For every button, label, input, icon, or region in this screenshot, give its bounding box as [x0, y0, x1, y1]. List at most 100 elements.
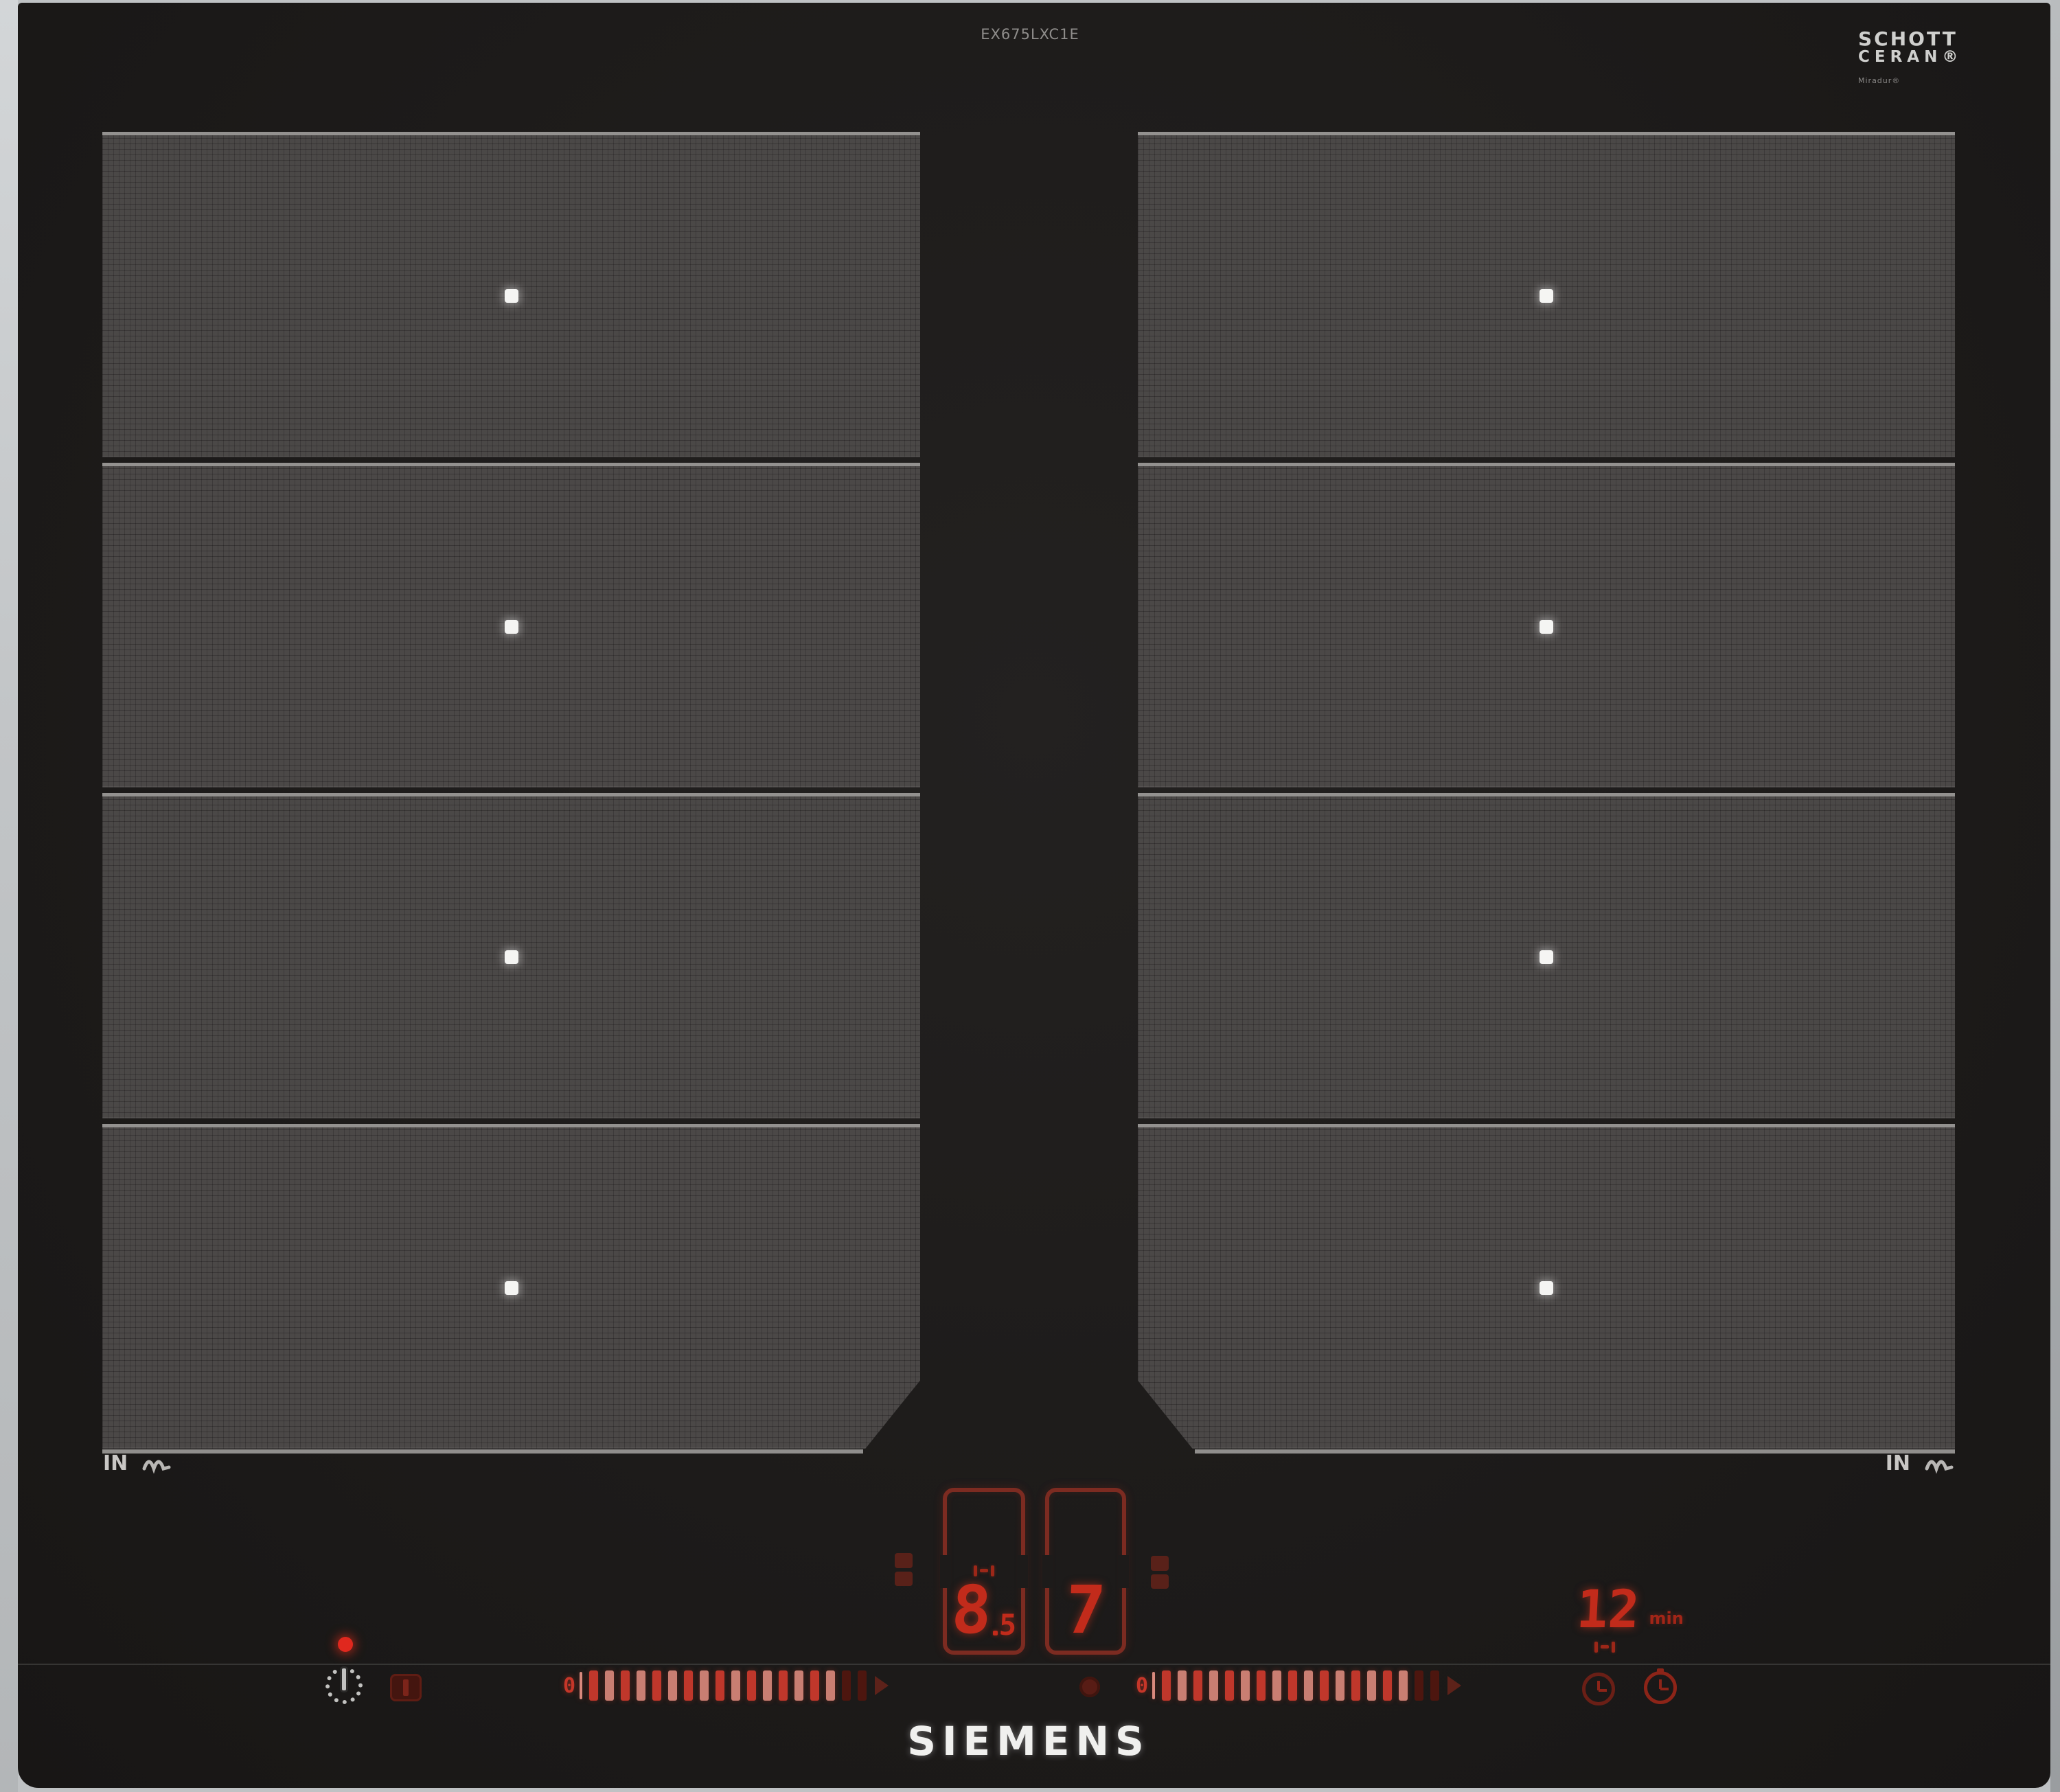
interval-range-icon	[1594, 1641, 1684, 1653]
pan-center-dot	[504, 950, 518, 965]
slider-tick[interactable]	[826, 1670, 836, 1701]
slider-tick[interactable]	[1367, 1670, 1377, 1701]
slider-tick[interactable]	[1193, 1670, 1203, 1701]
slider-start-tick[interactable]	[580, 1672, 583, 1699]
zone-link-indicator-left	[895, 1553, 913, 1586]
zone-segment	[102, 462, 920, 788]
pan-center-dot	[1540, 289, 1553, 303]
zone-segment	[1138, 1123, 1955, 1449]
slider-tick[interactable]	[605, 1670, 615, 1701]
frame-notch	[940, 1554, 951, 1588]
frame-notch	[1118, 1554, 1129, 1588]
slider-tick[interactable]	[637, 1670, 646, 1701]
slider-tick[interactable]	[1288, 1670, 1298, 1701]
slider-tick[interactable]	[779, 1670, 788, 1701]
left-zone-display[interactable]: 8 5	[940, 1488, 1028, 1655]
slider-tick[interactable]	[621, 1670, 630, 1701]
timer-display: 12 min	[1575, 1578, 1684, 1653]
schott-logo-line1: SCHOTT	[1858, 27, 1958, 50]
wipe-protection-icon[interactable]	[390, 1674, 422, 1701]
left-power-level: 8	[950, 1571, 994, 1649]
slider-tick[interactable]	[684, 1670, 694, 1701]
cooking-zone-right	[1138, 132, 1955, 1454]
slider-tick[interactable]	[1178, 1670, 1187, 1701]
cooking-zone-left	[102, 132, 920, 1454]
flex-zone-key-icon[interactable]	[1079, 1677, 1100, 1697]
cooking-timer-icon[interactable]	[1644, 1668, 1677, 1704]
slider-tick[interactable]	[668, 1670, 678, 1701]
slider-tick[interactable]	[1257, 1670, 1266, 1701]
slider-tick[interactable]	[589, 1670, 599, 1701]
slider-tick[interactable]	[1351, 1670, 1361, 1701]
induction-mark-right: IN	[1886, 1451, 1957, 1475]
pan-center-dot	[1540, 1280, 1553, 1295]
interval-range-icon	[974, 1565, 994, 1576]
zone-segment	[1138, 793, 1955, 1118]
slider-tick[interactable]	[700, 1670, 709, 1701]
slider-tick[interactable]	[1241, 1670, 1250, 1701]
pan-center-dot	[504, 289, 518, 303]
slider-tick[interactable]	[1304, 1670, 1314, 1701]
slider-tick[interactable]	[842, 1670, 851, 1701]
power-standby-icon[interactable]	[325, 1667, 363, 1704]
slider-tick[interactable]	[1336, 1670, 1345, 1701]
slider-arrow-icon[interactable]	[1447, 1676, 1462, 1695]
slider-tick[interactable]	[810, 1670, 820, 1701]
frame-notch	[1042, 1554, 1053, 1588]
slider-tick[interactable]	[1383, 1670, 1393, 1701]
slider-tick[interactable]	[1399, 1670, 1408, 1701]
model-number-label: EX675LXC1E	[981, 26, 1079, 43]
pan-center-dot	[504, 1280, 518, 1295]
slider-start-tick[interactable]	[1152, 1672, 1156, 1699]
slider-tick[interactable]	[1272, 1670, 1282, 1701]
slider-tick[interactable]	[858, 1670, 867, 1701]
schott-ceran-logo: SCHOTT CERAN® Miradur®	[1858, 29, 1962, 84]
slider-tick[interactable]	[716, 1670, 725, 1701]
zone-segment	[1138, 462, 1955, 788]
pan-center-dot	[1540, 619, 1553, 634]
schott-logo-line2: CERAN®	[1858, 48, 1963, 67]
in-label: IN	[1885, 1451, 1910, 1475]
slider-tick[interactable]	[747, 1670, 757, 1701]
induction-mark-left: IN	[103, 1451, 174, 1475]
right-power-level: 7	[1064, 1571, 1108, 1649]
trim-seam	[18, 1664, 2050, 1665]
induction-coil-icon	[1925, 1460, 1954, 1474]
kitchen-timer-icon[interactable]	[1582, 1673, 1615, 1705]
slider-tick[interactable]	[763, 1670, 772, 1701]
right-zone-display[interactable]: 7	[1042, 1488, 1129, 1655]
slider-tick[interactable]	[1209, 1670, 1219, 1701]
slider-tick[interactable]	[652, 1670, 662, 1701]
background-edge-right	[2050, 0, 2060, 1792]
slider-zero-label[interactable]: 0	[1136, 1673, 1149, 1698]
slider-arrow-icon[interactable]	[875, 1676, 889, 1695]
schott-logo-subtext: Miradur®	[1858, 76, 1901, 85]
timer-value: 12	[1575, 1578, 1641, 1640]
power-slider-left[interactable]: 0	[563, 1668, 889, 1703]
slider-tick[interactable]	[1225, 1670, 1235, 1701]
slider-tick[interactable]	[1162, 1670, 1171, 1701]
slider-tick[interactable]	[794, 1670, 804, 1701]
pan-center-dot	[1540, 950, 1553, 965]
in-label: IN	[103, 1451, 128, 1475]
frame-notch	[1017, 1554, 1028, 1588]
power-slider-right[interactable]: 0	[1136, 1668, 1462, 1703]
slider-zero-label[interactable]: 0	[563, 1673, 576, 1698]
slider-tick[interactable]	[731, 1670, 741, 1701]
pan-center-dot	[504, 619, 518, 634]
zone-segment	[102, 1123, 920, 1449]
zone-segment	[1138, 132, 1955, 457]
slider-tick[interactable]	[1320, 1670, 1329, 1701]
siemens-logo: SIEMENS	[907, 1718, 1150, 1765]
zone-segment	[102, 132, 920, 457]
timer-unit-label: min	[1649, 1608, 1684, 1628]
induction-coil-icon	[142, 1460, 171, 1474]
left-power-level-decimal: 5	[998, 1608, 1018, 1642]
decimal-dot	[992, 1631, 998, 1635]
zone-link-indicator-right	[1151, 1556, 1169, 1589]
slider-tick[interactable]	[1415, 1670, 1424, 1701]
zone-segment	[102, 793, 920, 1118]
background-edge-left	[0, 0, 18, 1792]
slider-tick[interactable]	[1430, 1670, 1440, 1701]
